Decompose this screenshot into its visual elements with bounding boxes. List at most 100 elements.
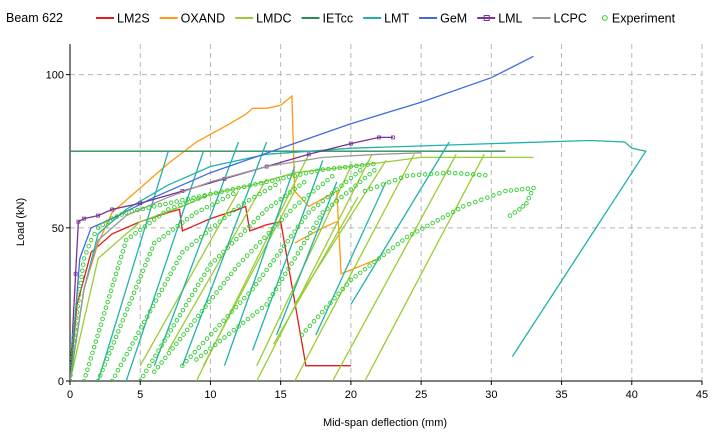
experiment-point [199, 308, 205, 314]
experiment-point [519, 186, 525, 192]
legend-label: LMT [384, 12, 409, 26]
experiment-point [88, 237, 94, 243]
x-tick-label: 25 [415, 389, 427, 401]
experiment-point [514, 187, 519, 193]
series-line [70, 94, 380, 381]
experiment-point [292, 256, 297, 261]
experiment-point [230, 186, 236, 192]
experiment-point [302, 215, 308, 220]
experiment-point [116, 329, 121, 334]
experiment-point [195, 282, 201, 288]
experiment-point [107, 351, 112, 356]
experiment-point [192, 349, 197, 355]
experiment-point [404, 173, 410, 178]
experiment-point [286, 266, 291, 271]
experiment-point [124, 351, 130, 357]
experiment-point [98, 322, 104, 327]
experiment-point [292, 229, 297, 234]
experiment-point [204, 336, 210, 341]
experiment-point [303, 328, 309, 333]
experiment-point [485, 195, 490, 200]
experiment-point [257, 277, 262, 282]
experiment-point [104, 356, 110, 362]
experiment-point [292, 204, 297, 209]
experiment-point [257, 239, 263, 245]
experiment-point [131, 290, 137, 296]
experiment-point [125, 307, 130, 312]
experiment-point [491, 193, 496, 198]
experiment-point [319, 309, 325, 315]
experiment-point [450, 209, 456, 215]
experiment-point [192, 318, 197, 323]
experiment-point [70, 373, 73, 378]
x-tick-label: 30 [485, 389, 497, 401]
experiment-point [74, 309, 80, 315]
series-gem [70, 55, 534, 381]
experiment-point [329, 202, 335, 208]
experiment-point [269, 178, 275, 183]
experiment-point [229, 241, 235, 246]
experiment-point [216, 253, 222, 259]
experiment-point [70, 350, 75, 355]
experiment-point [165, 276, 170, 282]
experiment-point [123, 210, 129, 215]
experiment-point [184, 327, 190, 333]
experiment-point [250, 313, 255, 318]
experiment-point [217, 219, 223, 224]
experiment-point [217, 338, 223, 344]
experiment-point [430, 220, 435, 226]
experiment-point [465, 171, 470, 177]
experiment-point [320, 181, 326, 187]
experiment-point [271, 258, 276, 263]
experiment-point [311, 319, 317, 324]
experiment-point [288, 234, 294, 239]
experiment-point [162, 338, 167, 343]
experiment-point [75, 304, 80, 309]
experiment-point [177, 255, 182, 260]
experiment-point [192, 287, 198, 293]
experiment-point [334, 198, 340, 204]
experiment-point [292, 186, 297, 192]
experiment-point [295, 251, 301, 256]
legend-label: OXAND [181, 12, 225, 26]
experiment-point [229, 309, 235, 314]
experiment-point [139, 325, 144, 330]
series-marker [73, 271, 78, 276]
series-line [70, 136, 393, 381]
experiment-point [220, 196, 225, 202]
experiment-point [195, 313, 201, 319]
experiment-point [115, 266, 121, 271]
experiment-point [314, 220, 319, 225]
experiment-point [308, 230, 313, 236]
experiment-point [81, 256, 87, 261]
experiment-point [236, 324, 241, 329]
series-marker [76, 219, 81, 224]
experiment-point [163, 355, 168, 361]
experiment-point [100, 316, 105, 322]
experiment-point [71, 338, 76, 344]
experiment-point [262, 235, 267, 240]
experiment-point [295, 224, 301, 230]
experiment-point [140, 268, 146, 273]
experiment-point [212, 223, 218, 228]
experiment-point [247, 224, 252, 229]
experiment-point [189, 242, 194, 247]
experiment-point [225, 313, 231, 319]
experiment-point [234, 236, 239, 242]
experiment-point [152, 369, 157, 375]
experiment-point [84, 250, 89, 255]
experiment-point [170, 346, 175, 351]
x-tick-label: 45 [696, 389, 708, 401]
experiment-point [102, 311, 107, 316]
experiment-point [353, 171, 358, 177]
experiment-point [358, 168, 363, 173]
experiment-point [440, 215, 446, 220]
experiment-point [208, 227, 213, 232]
experiment-point [264, 302, 269, 307]
experiment-point [175, 223, 180, 229]
experiment-point [297, 200, 302, 205]
experiment-point [225, 245, 230, 250]
experiment-point [306, 192, 312, 198]
experiment-point [118, 362, 124, 368]
experiment-point [184, 200, 189, 206]
